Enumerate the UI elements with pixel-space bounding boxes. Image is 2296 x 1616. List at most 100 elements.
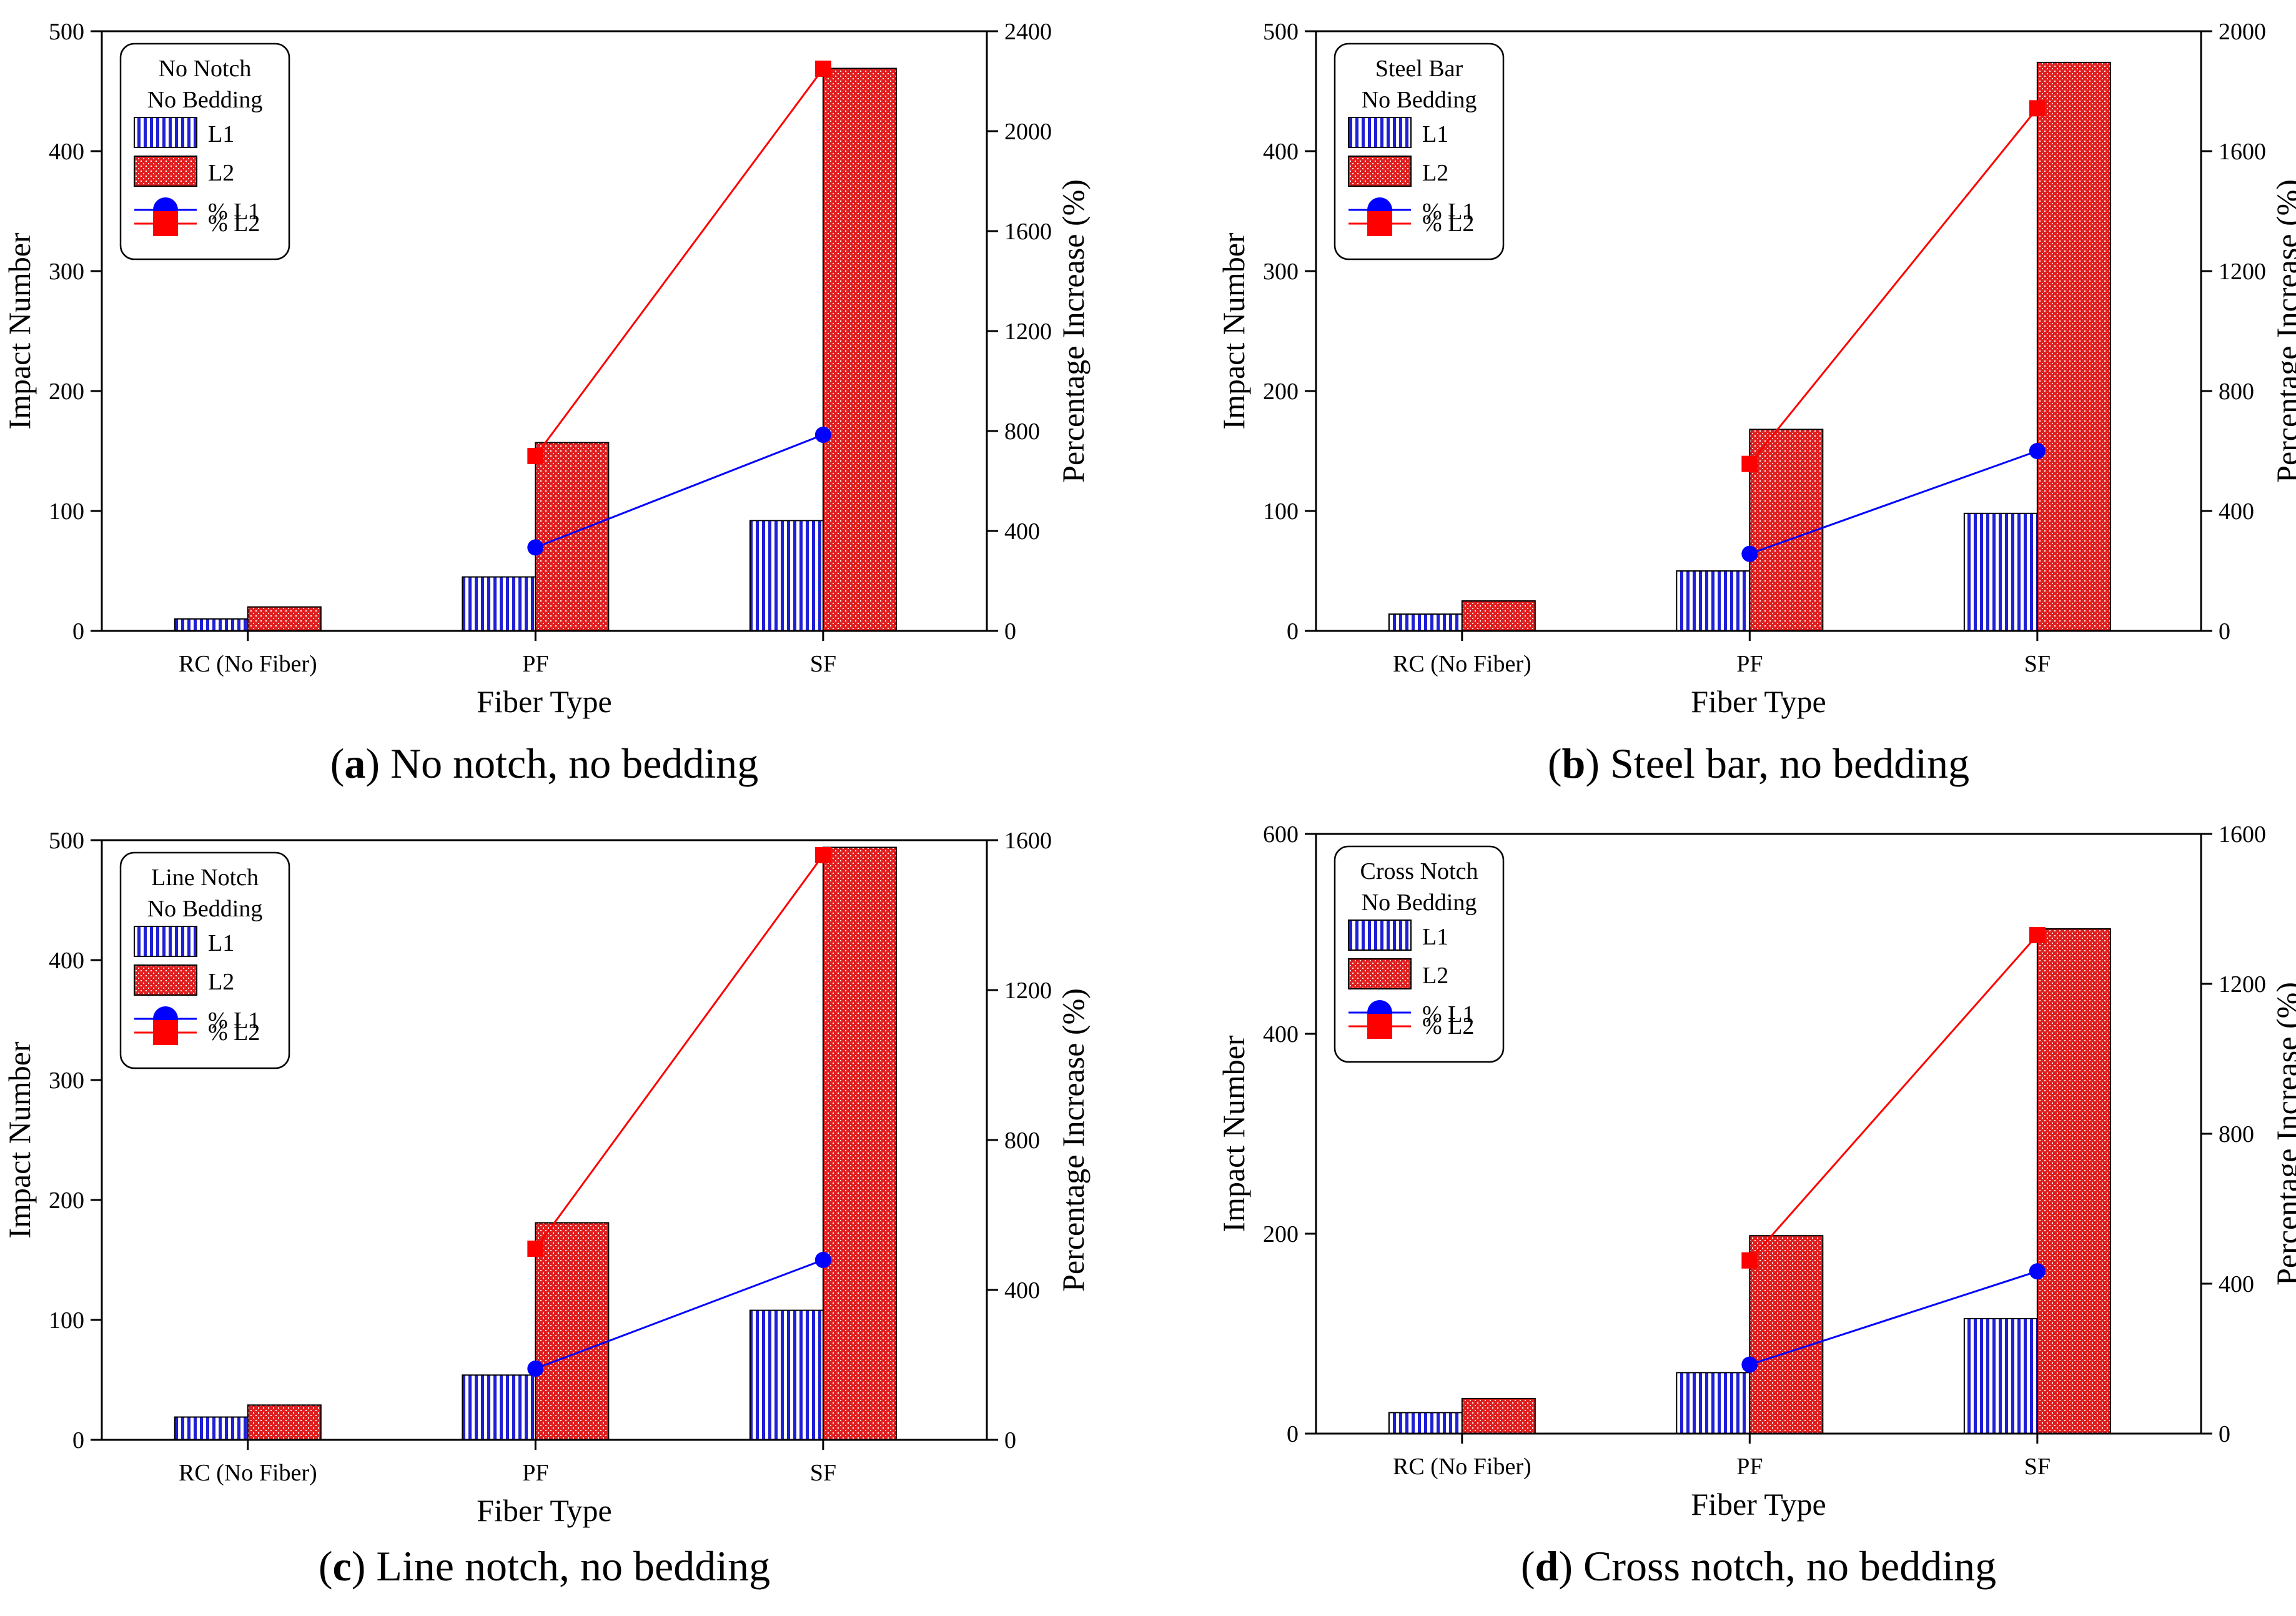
- panel-caption: (b) Steel bar, no bedding: [1548, 740, 1969, 787]
- left-tick-label: 0: [72, 618, 84, 645]
- left-axis-ticks: 0 100 200 300 400 500: [1263, 19, 1316, 645]
- plot-frame: [1315, 30, 2202, 632]
- bar-l1-2: [1963, 512, 2038, 632]
- right-tick-label: 400: [2219, 498, 2254, 525]
- legend-label-l2: L2: [208, 969, 234, 995]
- y-axis-title: Impact Number: [2, 1041, 37, 1239]
- bar-l2-1: [535, 1222, 610, 1440]
- caption-paren-close: ): [1585, 740, 1610, 787]
- caption-paren-open: (: [319, 1542, 333, 1590]
- bar-l2-0: [247, 1404, 322, 1441]
- legend-title-line-2: No Bedding: [1362, 87, 1477, 113]
- legend-title-line-2: No Bedding: [1362, 890, 1477, 916]
- y-axis-title: Impact Number: [2, 232, 37, 430]
- left-tick-label: 200: [49, 1187, 84, 1214]
- bar-l1-2: [749, 520, 824, 632]
- x-tick-label: PF: [522, 651, 548, 677]
- right-tick-label: 800: [1004, 1128, 1040, 1154]
- right-tick-label: 400: [1004, 1277, 1040, 1304]
- pct-l1-point-1: [814, 1252, 831, 1268]
- chart-panel-b: 0 100 200 300 400 500 0 400 800 1200 1600 2000 RC (N…: [1216, 19, 2296, 787]
- left-tick-label: 400: [1263, 1021, 1299, 1048]
- x-axis-ticks: RC (No Fiber) PF SF: [179, 1440, 836, 1486]
- pct-l2-point-0: [527, 1241, 544, 1257]
- right-tick-label: 1600: [1004, 219, 1052, 245]
- panel-caption: (a) No notch, no bedding: [330, 740, 759, 787]
- legend-title-line-1: Line Notch: [151, 865, 259, 891]
- legend-swatch-l1: [134, 926, 197, 957]
- left-axis-ticks: 0 100 200 300 400 500: [49, 828, 102, 1454]
- y-axis-title: Impact Number: [1216, 1035, 1251, 1232]
- right-tick-label: 2000: [1004, 119, 1052, 145]
- right-tick-label: 400: [2219, 1271, 2254, 1297]
- pct-l1-point-0: [527, 539, 544, 556]
- caption-paren-close: ): [352, 1542, 377, 1590]
- left-tick-label: 300: [49, 259, 84, 285]
- bar-l1-1: [1676, 1372, 1751, 1434]
- caption-text: Steel bar, no bedding: [1610, 740, 1969, 787]
- right-tick-label: 800: [2219, 379, 2254, 405]
- legend-swatch-l2: [134, 156, 197, 187]
- legend-label-pct-l2: % L2: [208, 1019, 260, 1046]
- bar-l1-0: [1388, 613, 1463, 632]
- x-axis-title: Fiber Type: [1691, 1487, 1826, 1522]
- x-axis-title: Fiber Type: [1691, 684, 1826, 719]
- legend-label-l1: L1: [208, 121, 234, 147]
- x-tick-label: RC (No Fiber): [1393, 1454, 1531, 1480]
- legend-label-l2: L2: [208, 160, 234, 186]
- caption-paren-close: ): [1558, 1542, 1583, 1590]
- legend-label-l1: L1: [208, 930, 234, 956]
- pct-l2-line: [535, 855, 824, 1249]
- pct-l1-point-0: [1741, 545, 1758, 562]
- left-tick-label: 300: [49, 1068, 84, 1094]
- bar-l1-0: [174, 618, 249, 632]
- right-tick-label: 1600: [1004, 828, 1052, 854]
- legend-swatch-l2: [1348, 958, 1412, 989]
- panel-caption: (d) Cross notch, no bedding: [1521, 1542, 1996, 1590]
- left-tick-label: 600: [1263, 821, 1299, 848]
- bar-l2-2: [2036, 61, 2111, 632]
- y-axis-title: Impact Number: [1216, 232, 1251, 430]
- bar-l1-2: [749, 1309, 824, 1440]
- legend-title-line-1: Cross Notch: [1360, 858, 1478, 885]
- right-tick-label: 800: [1004, 419, 1040, 445]
- pct-l1-point-0: [1741, 1356, 1758, 1373]
- pct-l2-point-1: [2029, 927, 2046, 943]
- bar-l2-1: [1749, 429, 1824, 632]
- legend: Line Notch No Bedding L1 L2 % L1% L2: [119, 851, 290, 1069]
- bar-l1-1: [1676, 570, 1751, 632]
- left-tick-label: 100: [1263, 498, 1299, 525]
- left-tick-label: 400: [49, 948, 84, 974]
- x-tick-label: PF: [1736, 1454, 1763, 1480]
- bar-l1-1: [462, 1374, 537, 1441]
- caption-text: Line notch, no bedding: [376, 1542, 770, 1590]
- legend-label-pct-l1: % L1: [208, 199, 260, 225]
- legend-label-pct-l1: % L1: [1422, 199, 1474, 225]
- x-tick-label: PF: [1736, 651, 1763, 677]
- left-axis-ticks: 0 200 400 600: [1263, 821, 1316, 1447]
- legend: Cross Notch No Bedding L1 L2 % L1% L2: [1334, 845, 1505, 1063]
- bars: [1388, 61, 2111, 632]
- pct-l1-line: [1749, 450, 2038, 555]
- pct-l1-point-1: [814, 427, 831, 443]
- right-tick-label: 2400: [1004, 19, 1052, 45]
- chart-panel-d: 0 200 400 600 0 400 800 1200 1600 RC (No Fiber) PF…: [1216, 821, 2296, 1590]
- left-tick-label: 500: [49, 19, 84, 45]
- left-tick-label: 500: [1263, 19, 1299, 45]
- left-tick-label: 400: [1263, 139, 1299, 165]
- x-tick-label: SF: [2024, 651, 2051, 677]
- pct-l2-point-0: [1741, 455, 1758, 472]
- caption-paren-open: (: [330, 740, 345, 787]
- x-tick-label: SF: [2024, 1454, 2051, 1480]
- right-tick-label: 1200: [2219, 259, 2266, 285]
- panel-caption: (c) Line notch, no bedding: [319, 1542, 770, 1590]
- caption-paren-open: (: [1521, 1542, 1535, 1590]
- legend-swatch-l1: [134, 117, 197, 148]
- left-tick-label: 200: [49, 379, 84, 405]
- right-tick-label: 1600: [2219, 821, 2266, 848]
- legend-label-pct-l1: % L1: [1422, 1001, 1474, 1028]
- right-tick-label: 2000: [2219, 19, 2266, 45]
- right-tick-label: 1200: [1004, 319, 1052, 345]
- legend-title-line-2: No Bedding: [147, 87, 263, 113]
- pct-l2-line: [535, 68, 824, 457]
